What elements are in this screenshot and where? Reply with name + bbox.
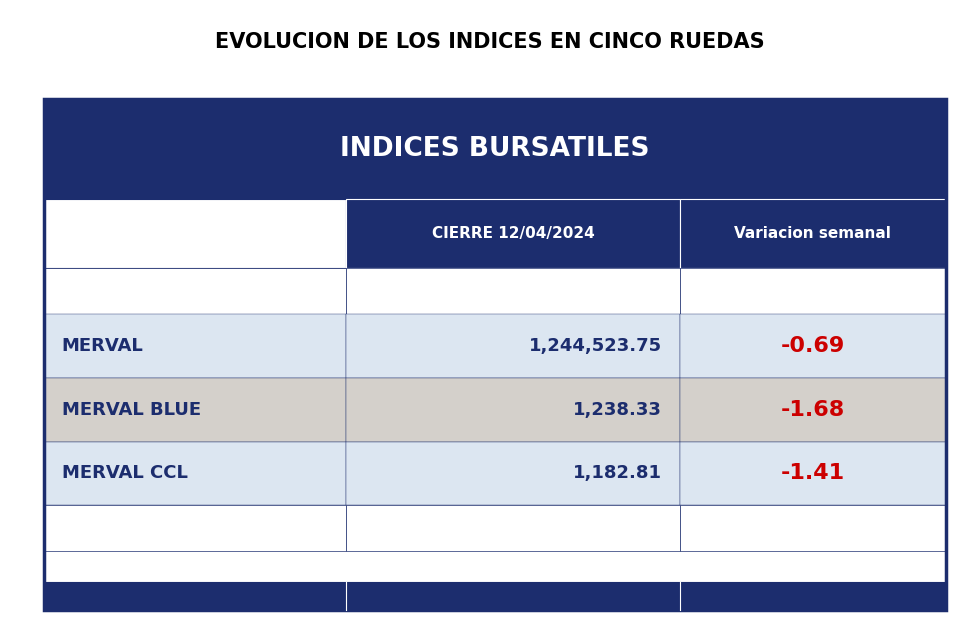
Text: MERVAL BLUE: MERVAL BLUE: [62, 401, 201, 419]
Bar: [346, 442, 680, 505]
Text: MERVAL CCL: MERVAL CCL: [62, 465, 187, 482]
Bar: [44, 199, 346, 268]
Bar: [680, 199, 946, 268]
Text: EVOLUCION DE LOS INDICES EN CINCO RUEDAS: EVOLUCION DE LOS INDICES EN CINCO RUEDAS: [216, 31, 764, 52]
Text: 1,244,523.75: 1,244,523.75: [529, 337, 662, 355]
Text: INDICES BURSATILES: INDICES BURSATILES: [340, 136, 650, 162]
Text: -1.41: -1.41: [781, 463, 845, 484]
Bar: [680, 268, 946, 314]
Text: 1,182.81: 1,182.81: [573, 465, 662, 482]
Bar: [44, 99, 946, 610]
Text: 1,238.33: 1,238.33: [573, 401, 662, 419]
Bar: [346, 268, 680, 314]
Text: -0.69: -0.69: [781, 335, 845, 356]
Bar: [44, 314, 346, 378]
Bar: [680, 442, 946, 505]
Bar: [44, 582, 946, 610]
Bar: [680, 505, 946, 551]
Bar: [44, 268, 346, 314]
Bar: [346, 314, 680, 378]
Bar: [44, 442, 346, 505]
Bar: [680, 314, 946, 378]
Bar: [44, 378, 346, 442]
Text: -1.68: -1.68: [781, 399, 845, 420]
Bar: [346, 199, 680, 268]
Bar: [44, 505, 346, 551]
Text: MERVAL: MERVAL: [62, 337, 143, 355]
Bar: [680, 378, 946, 442]
Bar: [346, 505, 680, 551]
Bar: [346, 378, 680, 442]
Text: Variacion semanal: Variacion semanal: [734, 226, 891, 241]
Bar: [44, 99, 946, 199]
Text: CIERRE 12/04/2024: CIERRE 12/04/2024: [431, 226, 594, 241]
